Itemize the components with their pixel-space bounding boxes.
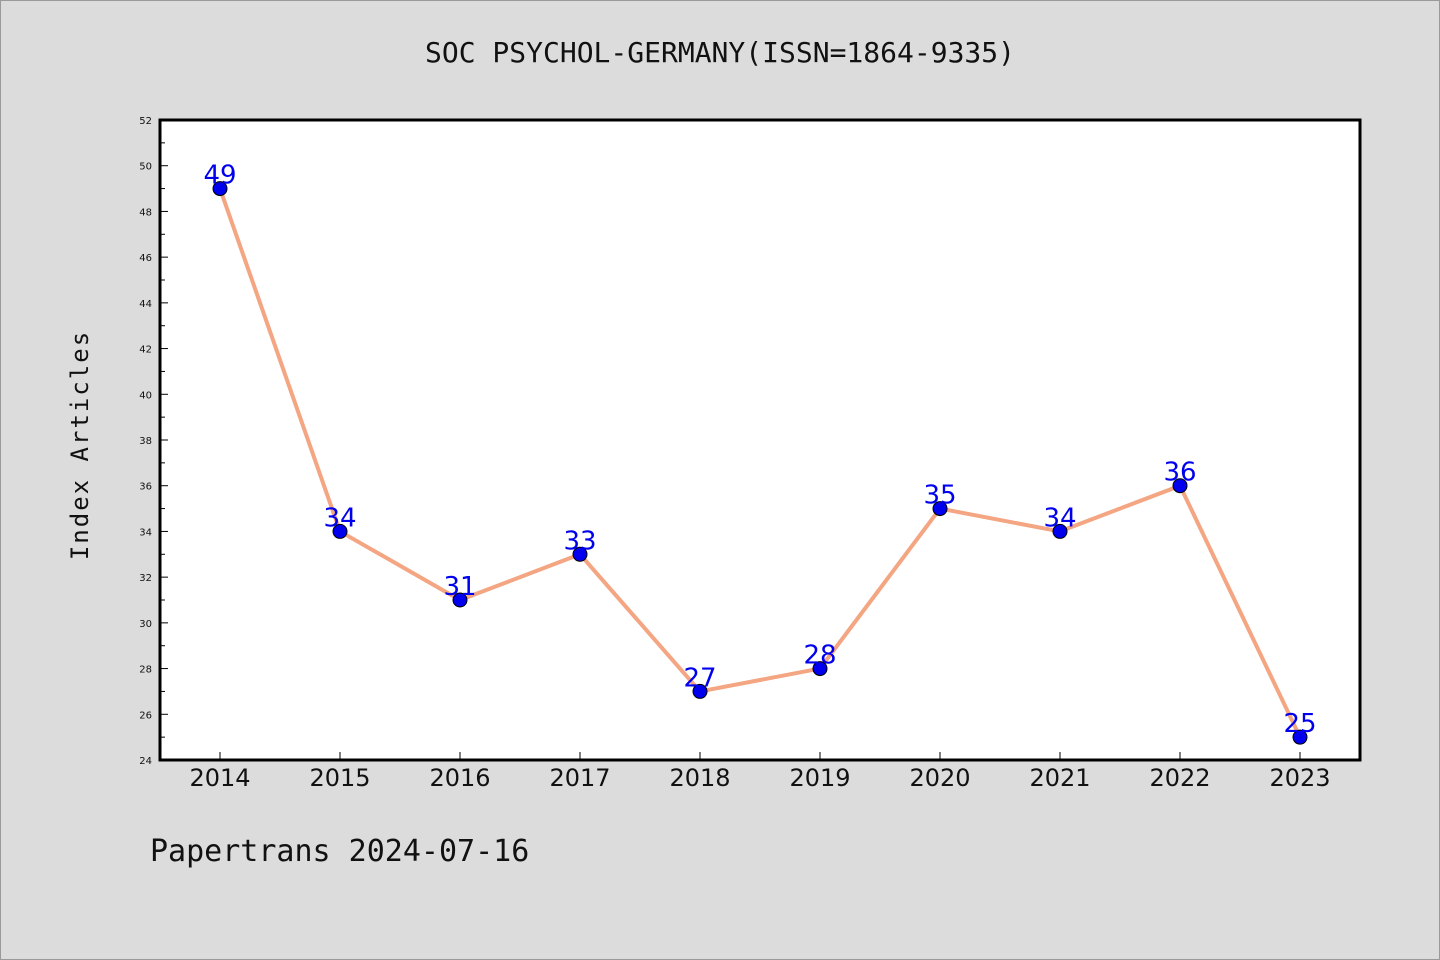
y-tick-label: 42	[139, 345, 152, 356]
y-tick-label: 40	[139, 390, 152, 401]
data-labels: 49 34 31 33 27 28 35 34 36 25	[203, 161, 1316, 740]
x-tick-label: 2014	[189, 764, 250, 792]
data-label: 34	[1043, 503, 1076, 533]
x-tick-label: 2015	[309, 764, 370, 792]
series-markers	[212, 181, 1308, 745]
y-tick-label: 38	[139, 436, 152, 447]
data-label: 25	[1283, 709, 1316, 739]
data-point	[932, 501, 948, 517]
data-point	[212, 181, 228, 197]
chart-title: SOC PSYCHOL-GERMANY(ISSN=1864-9335)	[424, 36, 1015, 69]
data-label: 27	[683, 663, 716, 693]
x-tick-label: 2016	[429, 764, 490, 792]
data-point	[572, 546, 588, 562]
x-axis: 2014 2015 2016 2017 2018 2019 2020 2021 2022 2023	[189, 752, 1331, 792]
data-label: 36	[1163, 458, 1196, 488]
data-label: 28	[803, 641, 836, 671]
data-point	[1172, 478, 1188, 494]
y-tick-label: 48	[139, 207, 152, 218]
x-tick-label: 2021	[1029, 764, 1090, 792]
y-tick-label: 24	[139, 756, 152, 767]
data-point	[692, 683, 708, 699]
plot-area	[160, 120, 1360, 760]
data-point	[1052, 523, 1068, 539]
x-tick-label: 2022	[1149, 764, 1210, 792]
x-tick-label: 2019	[789, 764, 850, 792]
y-tick-label: 32	[139, 573, 152, 584]
y-tick-label: 44	[139, 299, 152, 310]
data-point	[1292, 729, 1308, 745]
data-label: 49	[203, 161, 236, 191]
series-line	[218, 186, 1302, 740]
y-tick-label: 52	[139, 116, 152, 127]
y-tick-label: 50	[139, 162, 152, 173]
data-point	[332, 523, 348, 539]
y-tick-label: 28	[139, 665, 152, 676]
x-tick-label: 2018	[669, 764, 730, 792]
y-tick-label: 26	[139, 710, 152, 721]
y-axis: 24 26 28 30 32 34 36 38 40 42 44 46 48 50 52	[139, 116, 168, 767]
data-label: 33	[563, 526, 596, 556]
data-label: 31	[443, 572, 476, 602]
data-label: 34	[323, 503, 356, 533]
data-point	[452, 592, 468, 608]
y-tick-label: 30	[139, 619, 152, 630]
x-tick-label: 2020	[909, 764, 970, 792]
y-tick-label: 34	[139, 527, 152, 538]
x-tick-label: 2023	[1269, 764, 1330, 792]
data-point	[812, 661, 828, 677]
y-tick-label: 46	[139, 253, 152, 264]
x-tick-label: 2017	[549, 764, 610, 792]
data-label: 35	[923, 481, 956, 511]
plot-border	[158, 118, 1362, 762]
footer-text: Papertrans 2024-07-16	[150, 834, 530, 869]
y-tick-label: 36	[139, 482, 152, 493]
